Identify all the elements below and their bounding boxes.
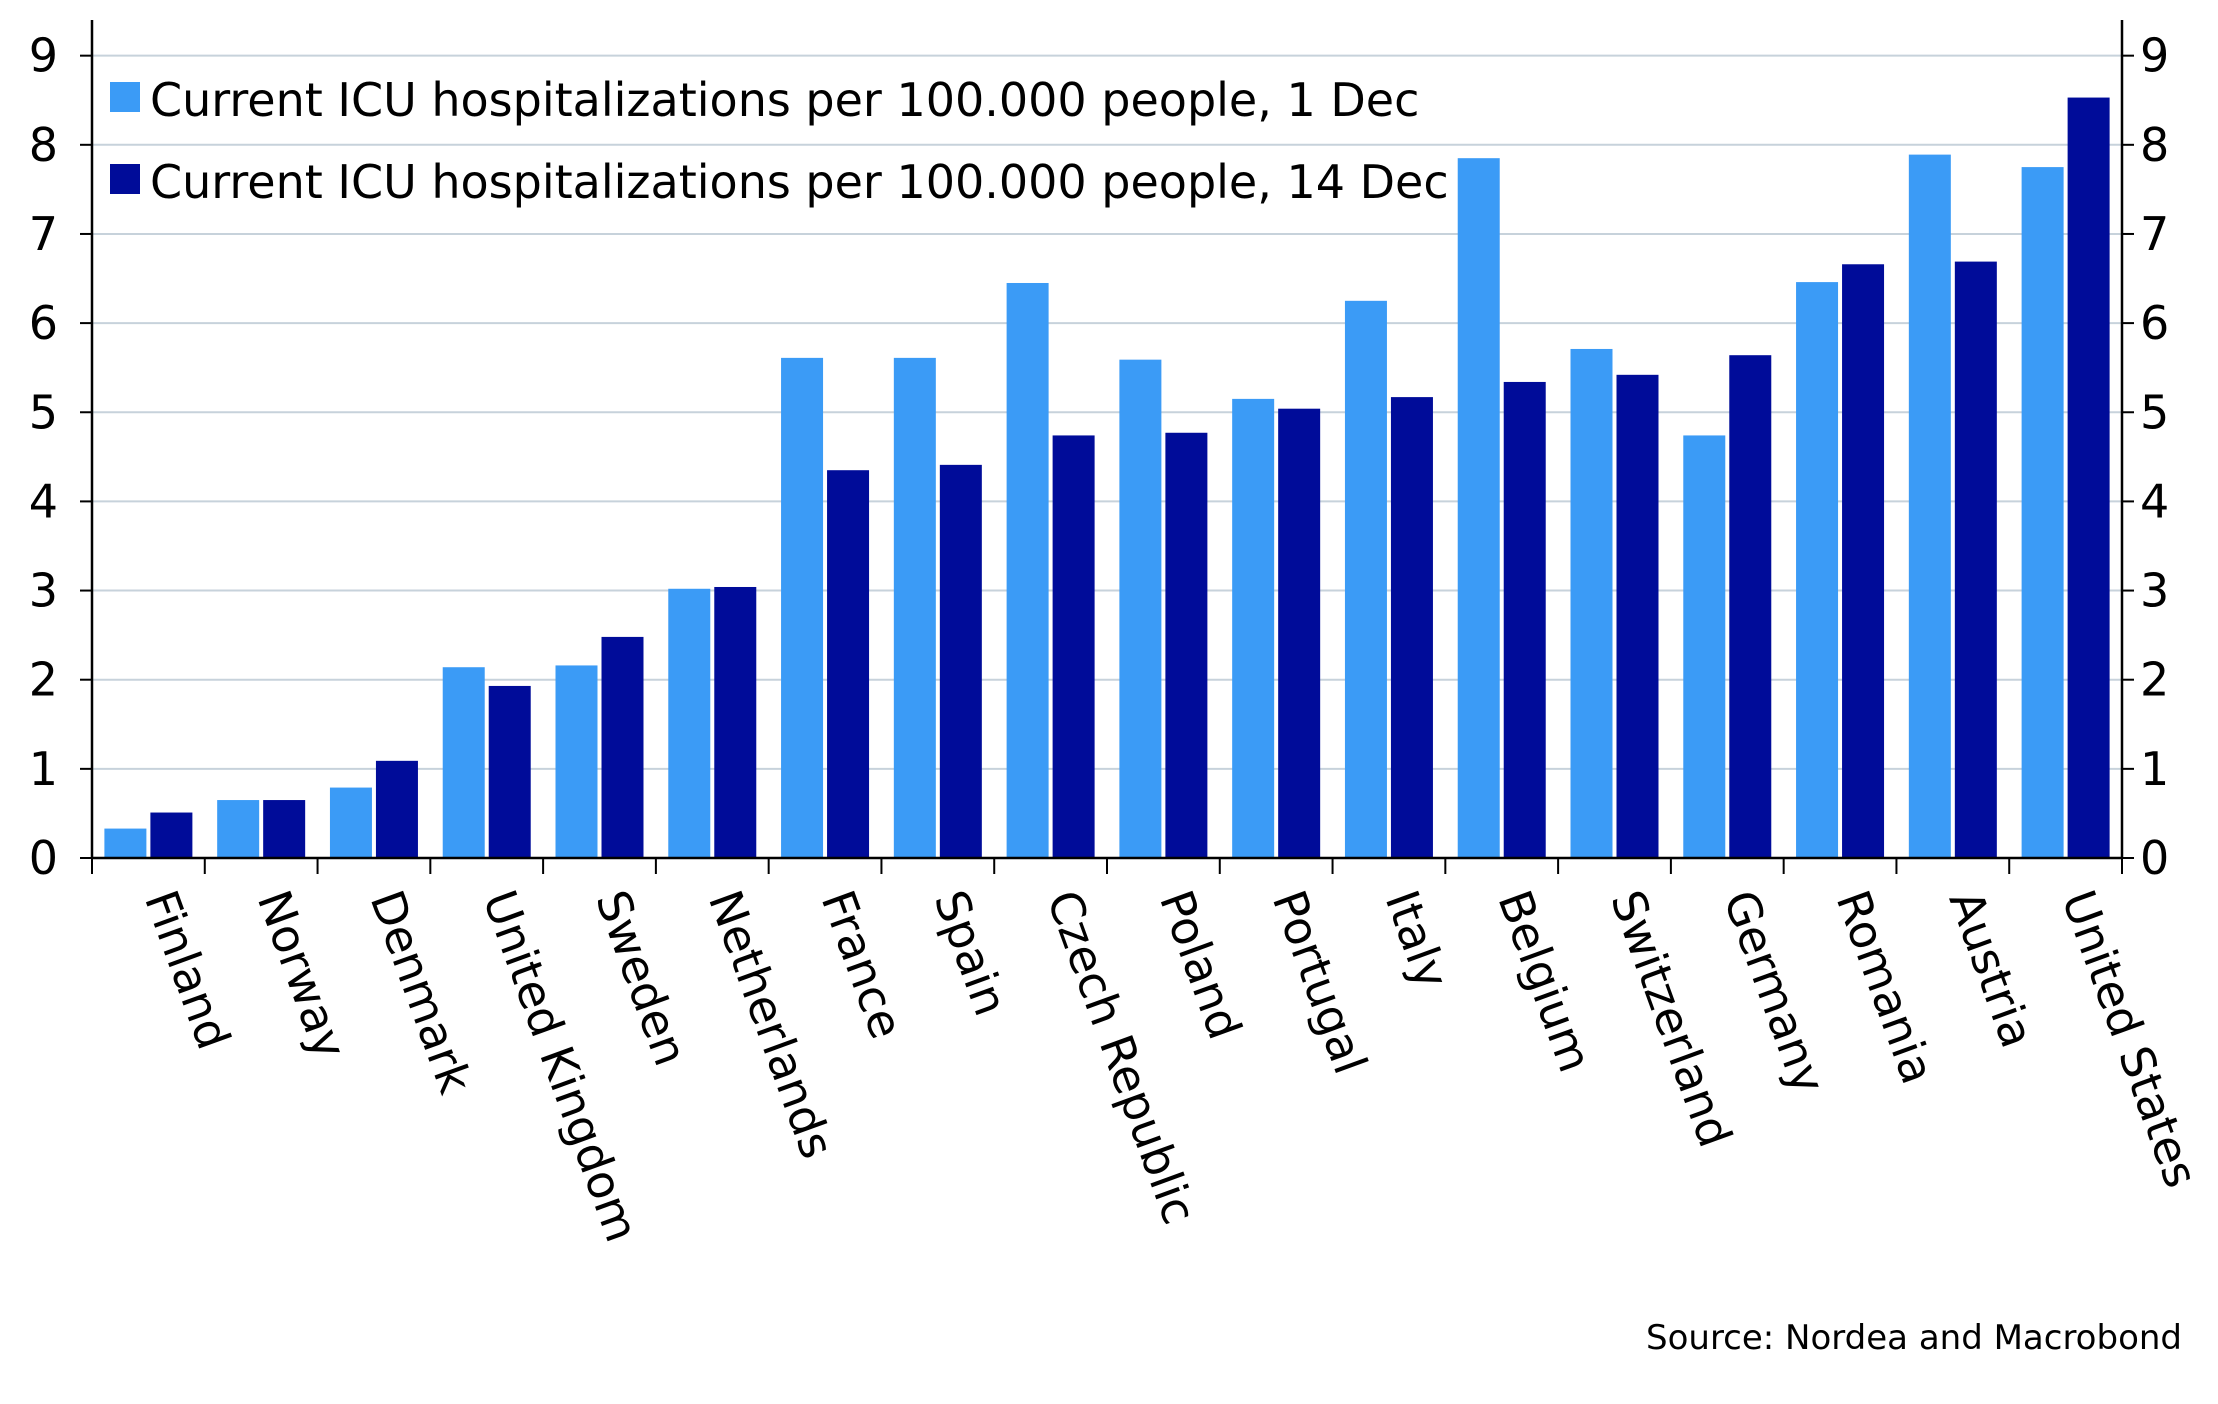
x-tick-label: Austria bbox=[1938, 883, 2044, 1054]
bar-1-dec bbox=[1232, 398, 1275, 858]
x-tick-label: Italy bbox=[1375, 883, 1460, 995]
x-tick-label: Poland bbox=[1149, 883, 1252, 1046]
bar-14-dec bbox=[488, 685, 531, 858]
bar-1-dec bbox=[1908, 154, 1951, 859]
x-tick-label: Romania bbox=[1826, 883, 1946, 1091]
x-tick-label: Denmark bbox=[360, 883, 483, 1100]
bar-14-dec bbox=[601, 636, 644, 858]
bar-1-dec bbox=[893, 357, 936, 858]
bar-1-dec bbox=[668, 588, 711, 858]
x-tick-label: Sweden bbox=[585, 883, 698, 1072]
bar-14-dec bbox=[827, 470, 870, 858]
y-tick-label-left: 7 bbox=[29, 207, 58, 261]
bar-14-dec bbox=[1503, 381, 1546, 858]
bar-1-dec bbox=[2021, 167, 2064, 858]
legend-label: Current ICU hospitalizations per 100.000… bbox=[150, 73, 1419, 127]
bar-14-dec bbox=[1842, 264, 1885, 859]
y-tick-label-left: 4 bbox=[29, 474, 58, 528]
bar-1-dec bbox=[555, 665, 598, 858]
y-tick-label-left: 2 bbox=[29, 653, 58, 707]
bar-1-dec bbox=[1796, 282, 1839, 858]
legend: Current ICU hospitalizations per 100.000… bbox=[110, 73, 1449, 209]
bar-14-dec bbox=[375, 760, 418, 858]
bar-14-dec bbox=[1954, 261, 1997, 858]
bar-1-dec bbox=[1683, 435, 1726, 858]
legend-swatch bbox=[110, 82, 140, 112]
legend-label: Current ICU hospitalizations per 100.000… bbox=[150, 155, 1449, 209]
y-tick-label-right: 9 bbox=[2140, 29, 2169, 83]
y-tick-label-right: 5 bbox=[2140, 385, 2169, 439]
bar-1-dec bbox=[1006, 282, 1049, 858]
bar-14-dec bbox=[1390, 397, 1433, 858]
bar-1-dec bbox=[1570, 348, 1613, 858]
bar-14-dec bbox=[1052, 435, 1095, 858]
gridlines bbox=[92, 54, 2122, 770]
bar-1-dec bbox=[329, 787, 372, 858]
y-tick-label-right: 4 bbox=[2140, 474, 2169, 528]
bar-1-dec bbox=[1119, 359, 1162, 858]
bar-14-dec bbox=[263, 800, 306, 858]
y-tick-label-left: 9 bbox=[29, 29, 58, 83]
y-tick-label-right: 7 bbox=[2140, 207, 2169, 261]
y-tick-label-right: 6 bbox=[2140, 296, 2169, 350]
y-tick-label-right: 3 bbox=[2140, 564, 2169, 618]
y-tick-label-right: 8 bbox=[2140, 118, 2169, 172]
bar-1-dec bbox=[442, 667, 485, 858]
y-tick-label-right: 1 bbox=[2140, 742, 2169, 796]
y-tick-label-left: 1 bbox=[29, 742, 58, 796]
bar-14-dec bbox=[1278, 408, 1321, 858]
y-tick-label-left: 0 bbox=[29, 831, 58, 885]
x-tick-label: Portugal bbox=[1262, 883, 1378, 1080]
x-tick-label: France bbox=[811, 883, 914, 1045]
x-tick-label: Finland bbox=[134, 883, 241, 1056]
x-tick-label: Belgium bbox=[1487, 883, 1602, 1079]
bars bbox=[104, 97, 2110, 859]
y-tick-label-right: 0 bbox=[2140, 831, 2169, 885]
bar-1-dec bbox=[1457, 158, 1500, 858]
y-tick-label-left: 3 bbox=[29, 564, 58, 618]
legend-swatch bbox=[110, 164, 140, 194]
bar-14-dec bbox=[2067, 97, 2110, 859]
bar-1-dec bbox=[217, 800, 260, 858]
bar-1-dec bbox=[781, 357, 824, 858]
x-tick-label: United States bbox=[2051, 883, 2208, 1194]
bar-14-dec bbox=[150, 812, 193, 858]
y-tick-label-left: 8 bbox=[29, 118, 58, 172]
bar-1-dec bbox=[104, 828, 147, 858]
bar-14-dec bbox=[1616, 374, 1659, 858]
y-tick-label-left: 5 bbox=[29, 385, 58, 439]
y-tick-label-left: 6 bbox=[29, 296, 58, 350]
x-tick-label: Spain bbox=[923, 883, 1018, 1022]
bar-14-dec bbox=[1165, 432, 1208, 858]
bar-14-dec bbox=[714, 586, 757, 858]
y-tick-label-right: 2 bbox=[2140, 653, 2169, 707]
x-tick-label: Norway bbox=[247, 883, 357, 1065]
bar-1-dec bbox=[1344, 300, 1387, 858]
bar-14-dec bbox=[939, 464, 982, 858]
source-note: Source: Nordea and Macrobond bbox=[1646, 1318, 2182, 1358]
bar-14-dec bbox=[1729, 355, 1772, 858]
x-tick-label: Germany bbox=[1713, 883, 1836, 1100]
